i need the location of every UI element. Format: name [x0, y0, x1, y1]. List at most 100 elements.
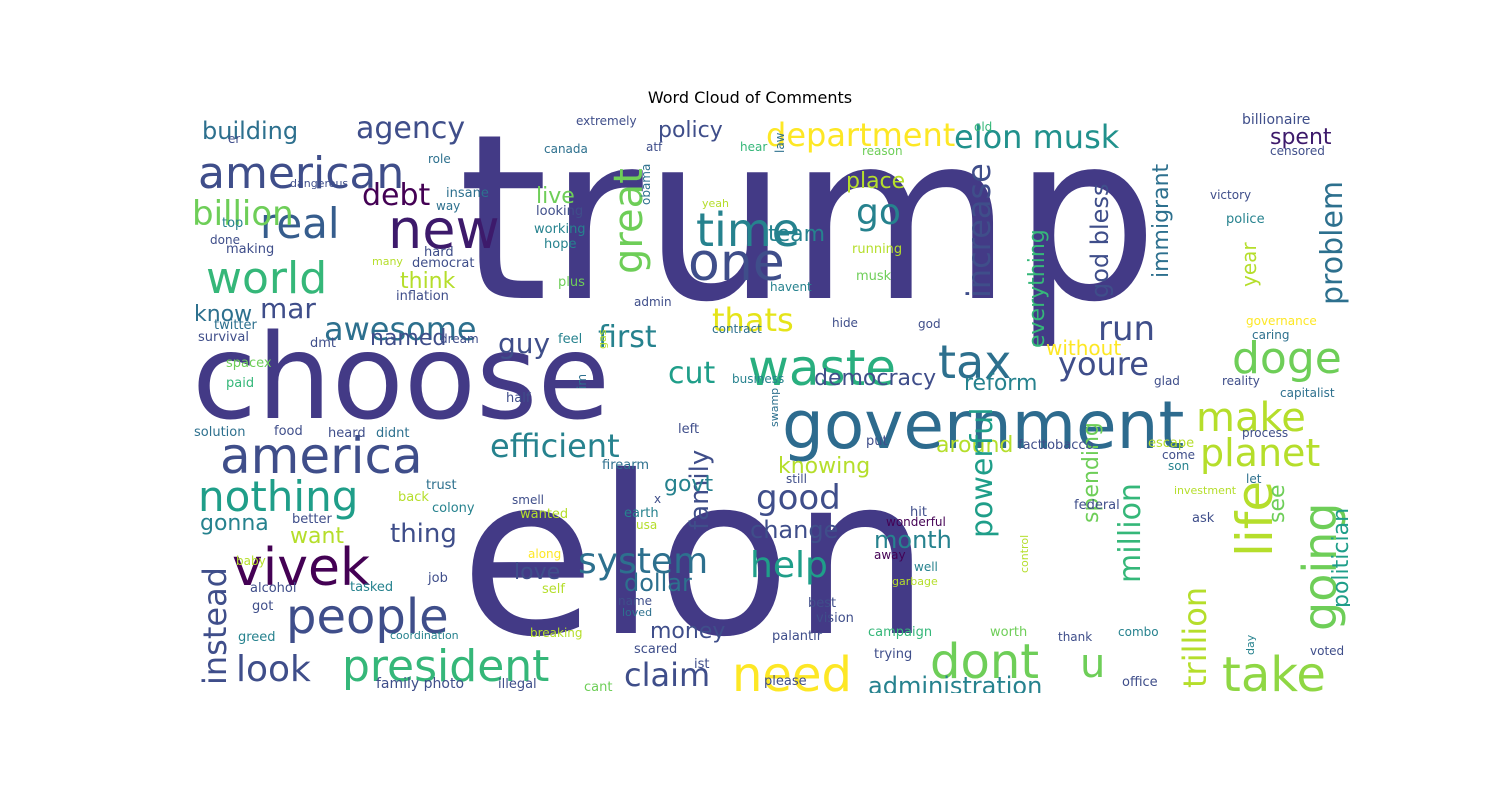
word-live: live	[536, 184, 575, 209]
word-god-bless: god bless	[1086, 184, 1114, 298]
word-debt: debt	[362, 178, 431, 213]
word-fact: fact	[1018, 438, 1043, 453]
word-reality: reality	[1222, 374, 1260, 388]
word-cloud: trump elon choose government american world ne…	[192, 113, 1350, 693]
word-survival: survival	[198, 330, 249, 345]
word-please: please	[764, 674, 807, 689]
word-system: system	[578, 541, 708, 582]
word-come: come	[1162, 448, 1195, 462]
word-x: x	[654, 492, 661, 506]
word-everything: everything	[1025, 229, 1050, 348]
word-caring: caring	[1252, 328, 1289, 342]
word-increase: increase	[960, 163, 998, 298]
word-spacex: spacex	[226, 356, 272, 371]
word-along: along	[528, 547, 561, 561]
word-cant: cant	[584, 680, 612, 693]
word-one: one	[688, 233, 785, 293]
word-new: new	[388, 198, 500, 261]
word-capitalist: capitalist	[1280, 386, 1335, 400]
word-ask: ask	[1192, 511, 1215, 526]
word-love: love	[514, 560, 560, 585]
word-trillion: trillion	[1176, 587, 1214, 688]
word-process: process	[1242, 426, 1288, 440]
word-hard: hard	[424, 245, 454, 260]
word-im: im	[575, 374, 589, 389]
word-life: life	[1226, 481, 1284, 557]
word-team: team	[768, 222, 825, 247]
word-better: better	[292, 512, 332, 527]
word-million: million	[1113, 483, 1148, 583]
word-scared: scared	[634, 642, 677, 657]
word-glad: glad	[1154, 374, 1180, 388]
word-extremely: extremely	[576, 114, 637, 128]
word-job: job	[427, 571, 448, 586]
word-wonderful: wonderful	[886, 515, 946, 529]
word-make: make	[1196, 395, 1306, 441]
word-american: american	[198, 148, 404, 199]
word-govt: govt	[664, 472, 713, 497]
word-left: left	[678, 422, 699, 437]
word-coordination: coordination	[390, 629, 459, 642]
word-obama: obama	[639, 164, 653, 205]
word-first: first	[598, 320, 657, 355]
word-done: done	[210, 233, 240, 247]
word-month: month	[874, 526, 952, 554]
word-heard: heard	[328, 426, 366, 441]
word-family: family	[685, 450, 715, 530]
word-america: america	[220, 427, 423, 485]
word-immigrant: immigrant	[1149, 163, 1174, 278]
word-role: role	[428, 152, 451, 166]
word-paid: paid	[226, 376, 254, 391]
word-need: need	[732, 647, 852, 693]
word-many: many	[372, 255, 403, 268]
word-know: know	[194, 302, 252, 327]
word-building: building	[202, 117, 298, 145]
word-doge: doge	[1232, 333, 1342, 384]
word-son: son	[1168, 459, 1189, 473]
word-hear: hear	[740, 140, 767, 154]
word-guy: guy	[498, 327, 550, 360]
word-half: half	[506, 391, 531, 406]
word-swamp: swamp	[768, 388, 781, 427]
word-tax: tax	[938, 335, 1011, 389]
word-billion: billion	[192, 194, 294, 234]
word-wanted: wanted	[520, 507, 568, 522]
word-knowing: knowing	[778, 454, 870, 479]
word-top: top	[222, 216, 243, 231]
word-self: self	[542, 582, 565, 597]
word-money: money	[650, 619, 725, 644]
word-named: named	[370, 326, 446, 351]
word-world: world	[206, 253, 327, 304]
word-name: name	[618, 594, 652, 608]
word-old: old	[974, 120, 992, 134]
word-breaking: breaking	[530, 626, 583, 640]
word-yeah: yeah	[702, 197, 729, 210]
word-garbage: garbage	[892, 575, 938, 588]
word-ist: ist	[694, 657, 709, 672]
word-solution: solution	[194, 425, 245, 440]
word-hit: hit	[910, 505, 927, 520]
word-cut: cut	[668, 356, 716, 391]
word-er: er	[228, 132, 240, 146]
word-law: law	[773, 132, 787, 153]
word-department: department	[766, 116, 955, 154]
word-atf: atf	[646, 140, 663, 154]
word-problem: problem	[1315, 181, 1350, 305]
word-contract: contract	[712, 322, 762, 336]
word-tobacco: tobacco	[1042, 438, 1094, 453]
word-mar: mar	[260, 292, 316, 325]
word-agency: agency	[356, 113, 465, 146]
word-alcohol: alcohol	[250, 581, 296, 596]
word-plus: plus	[558, 275, 585, 290]
word-help: help	[750, 545, 828, 586]
word-making: making	[226, 242, 274, 257]
word-dont: dont	[930, 634, 1039, 690]
chart-title: Word Cloud of Comments	[647, 88, 853, 107]
word-thats: thats	[712, 301, 794, 339]
word-go: go	[856, 192, 901, 233]
word-usa: usa	[636, 518, 657, 532]
word-gonna: gonna	[200, 511, 269, 536]
word-escape: escape	[1148, 436, 1194, 451]
word-hope: hope	[544, 237, 576, 252]
word-great: great	[606, 168, 652, 274]
